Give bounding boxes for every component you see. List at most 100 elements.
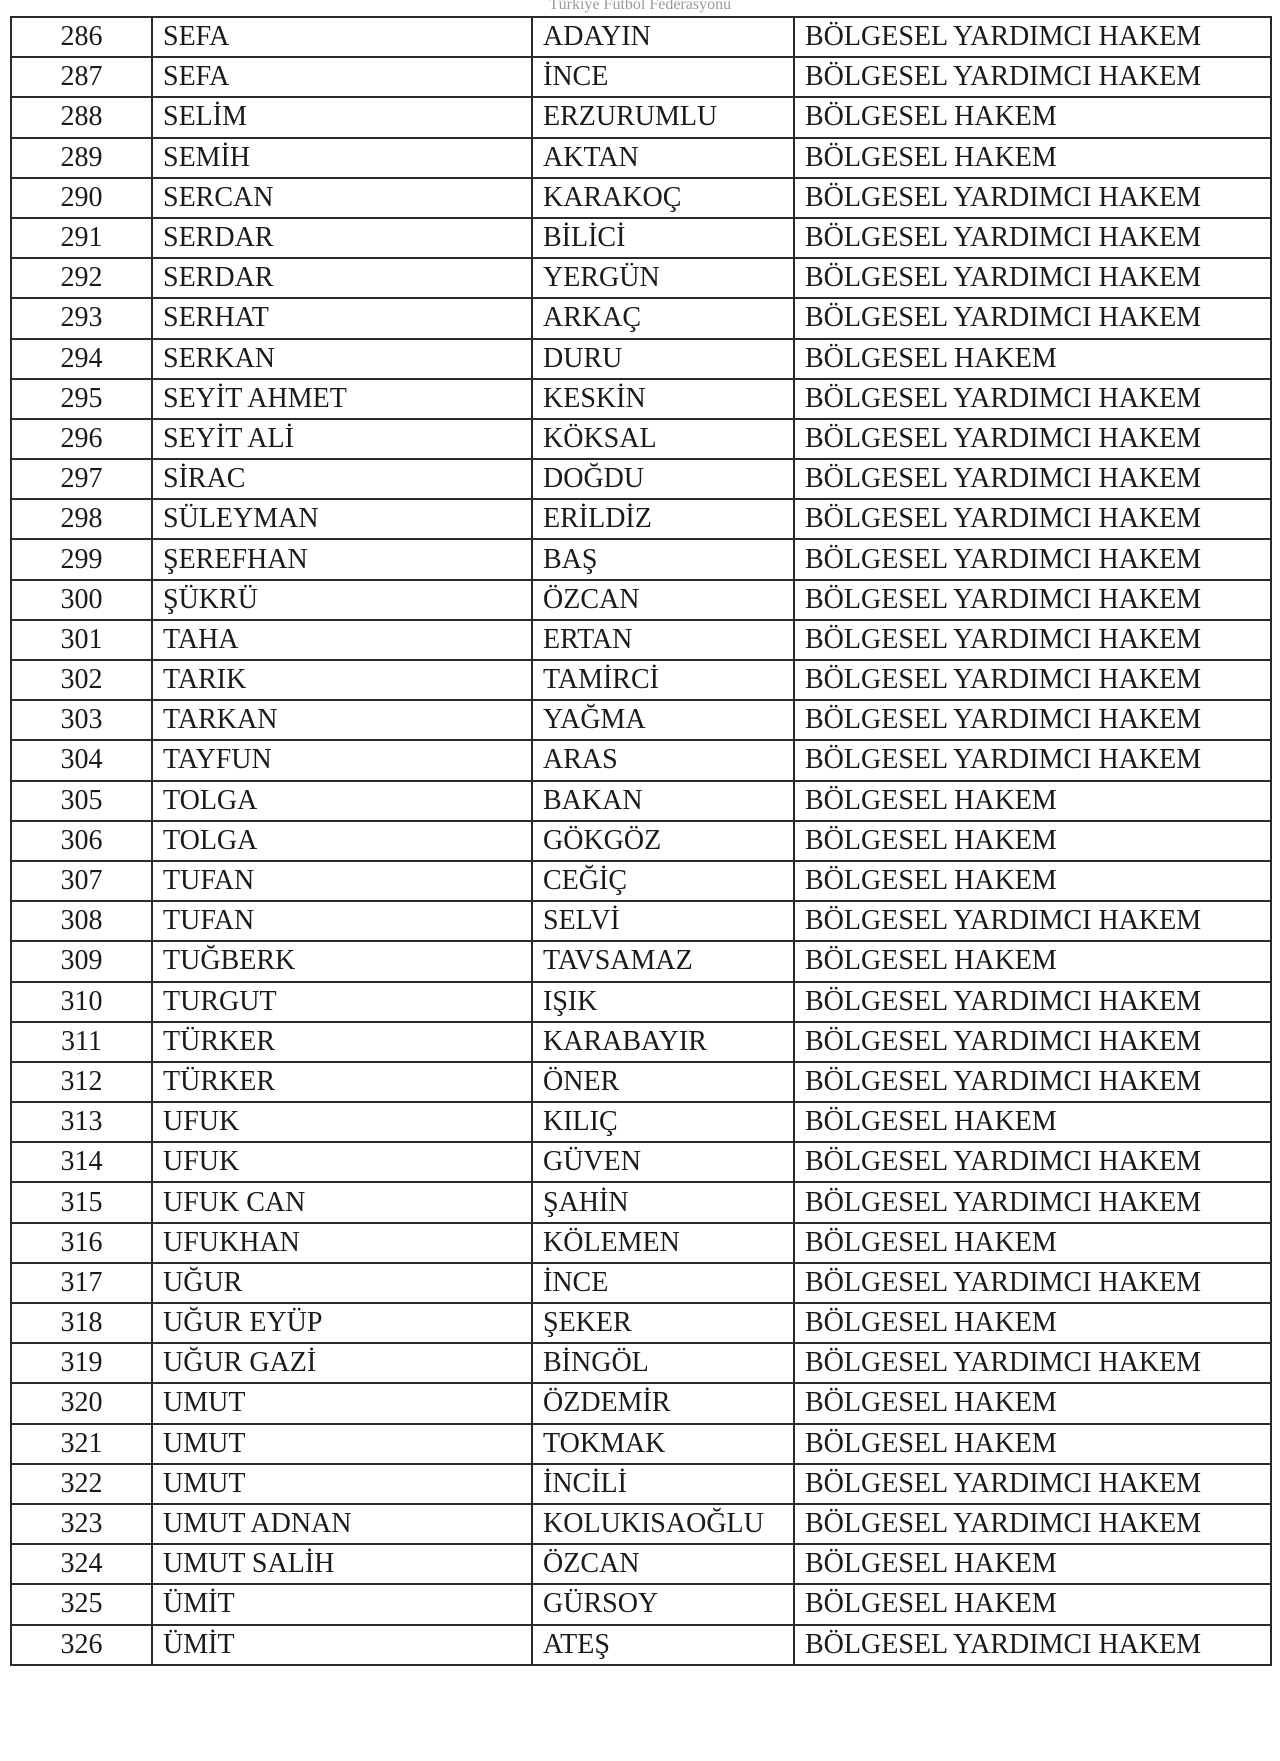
table-row: 296 SEYİT ALİ KÖKSAL BÖLGESEL YARDIMCI HAKE… [10,417,1272,461]
classification-cell: BÖLGESEL YARDIMCI HAKEM [793,297,1272,340]
last-name-cell: GÜRSOY [531,1583,795,1626]
row-number-cell: 299 [10,538,153,581]
first-name-cell: TOLGA [151,779,533,822]
classification-cell: BÖLGESEL HAKEM [793,1583,1272,1626]
row-number-cell: 290 [10,176,153,219]
row-number-cell: 292 [10,257,153,300]
classification-cell: BÖLGESEL YARDIMCI HAKEM [793,1261,1272,1305]
last-name-cell: GÜVEN [531,1141,795,1184]
row-number-cell: 300 [10,578,153,621]
table-row: 309 TUĞBERK TAVSAMAZ BÖLGESEL HAKEM [10,940,1272,983]
row-number-cell: 291 [10,216,153,260]
first-name-cell: TAHA [151,618,533,662]
classification-cell: BÖLGESEL YARDIMCI HAKEM [793,1623,1272,1666]
first-name-cell: UMUT [151,1382,533,1425]
last-name-cell: KARAKOÇ [531,176,795,219]
row-number-cell: 321 [10,1422,153,1465]
row-number-cell: 325 [10,1583,153,1626]
classification-cell: BÖLGESEL YARDIMCI HAKEM [793,699,1272,742]
first-name-cell: SEYİT ALİ [151,417,533,461]
row-number-cell: 295 [10,377,153,420]
last-name-cell: DOĞDU [531,458,795,501]
first-name-cell: ÜMİT [151,1583,533,1626]
row-number-cell: 323 [10,1502,153,1546]
row-number-cell: 288 [10,96,153,139]
first-name-cell: SERDAR [151,216,533,260]
first-name-cell: UFUKHAN [151,1221,533,1264]
classification-cell: BÖLGESEL HAKEM [793,819,1272,862]
last-name-cell: ERİLDİZ [531,498,795,541]
last-name-cell: ARAS [531,739,795,782]
row-number-cell: 287 [10,56,153,99]
first-name-cell: TOLGA [151,819,533,862]
first-name-cell: UĞUR EYÜP [151,1301,533,1345]
last-name-cell: BİLİCİ [531,216,795,260]
last-name-cell: KESKİN [531,377,795,420]
classification-cell: BÖLGESEL YARDIMCI HAKEM [793,578,1272,621]
table-row: 295 SEYİT AHMET KESKİN BÖLGESEL YARDIMCI HA… [10,377,1272,420]
last-name-cell: KILIÇ [531,1101,795,1144]
first-name-cell: UMUT [151,1422,533,1465]
table-row: 298 SÜLEYMAN ERİLDİZ BÖLGESEL YARDIMCI HAKE… [10,498,1272,541]
table-row: 325 ÜMİT GÜRSOY BÖLGESEL HAKEM [10,1583,1272,1626]
row-number-cell: 294 [10,337,153,380]
classification-cell: BÖLGESEL YARDIMCI HAKEM [793,658,1272,702]
row-number-cell: 305 [10,779,153,822]
row-number-cell: 302 [10,658,153,702]
last-name-cell: ÖNER [531,1060,795,1104]
first-name-cell: UMUT ADNAN [151,1502,533,1546]
last-name-cell: ADAYIN [531,15,795,59]
table-row: 294 SERKAN DURU BÖLGESEL HAKEM [10,337,1272,380]
last-name-cell: KÖLEMEN [531,1221,795,1264]
last-name-cell: KOLUKISAOĞLU [531,1502,795,1546]
classification-cell: BÖLGESEL HAKEM [793,859,1272,903]
last-name-cell: İNCE [531,1261,795,1305]
classification-cell: BÖLGESEL YARDIMCI HAKEM [793,1020,1272,1063]
classification-cell: BÖLGESEL YARDIMCI HAKEM [793,980,1272,1023]
classification-cell: BÖLGESEL YARDIMCI HAKEM [793,176,1272,219]
classification-cell: BÖLGESEL YARDIMCI HAKEM [793,1181,1272,1224]
table-row: 307 TUFAN CEĞİÇ BÖLGESEL HAKEM [10,859,1272,903]
last-name-cell: YERGÜN [531,257,795,300]
last-name-cell: BAKAN [531,779,795,822]
first-name-cell: TÜRKER [151,1020,533,1063]
row-number-cell: 326 [10,1623,153,1666]
last-name-cell: ARKAÇ [531,297,795,340]
last-name-cell: İNCİLİ [531,1462,795,1505]
first-name-cell: TARIK [151,658,533,702]
classification-cell: BÖLGESEL HAKEM [793,1382,1272,1425]
row-number-cell: 310 [10,980,153,1023]
row-number-cell: 313 [10,1101,153,1144]
table-row: 305 TOLGA BAKAN BÖLGESEL HAKEM [10,779,1272,822]
table-row: 288 SELİM ERZURUMLU BÖLGESEL HAKEM [10,96,1272,139]
classification-cell: BÖLGESEL YARDIMCI HAKEM [793,1342,1272,1385]
first-name-cell: UĞUR [151,1261,533,1305]
table-row: 317 UĞUR İNCE BÖLGESEL YARDIMCI HAKEM [10,1261,1272,1305]
row-number-cell: 304 [10,739,153,782]
first-name-cell: UMUT SALİH [151,1543,533,1586]
last-name-cell: AKTAN [531,136,795,179]
table-row: 287 SEFA İNCE BÖLGESEL YARDIMCI HAKEM [10,56,1272,99]
table-row: 292 SERDAR YERGÜN BÖLGESEL YARDIMCI HAKEM [10,257,1272,300]
table-row: 306 TOLGA GÖKGÖZ BÖLGESEL HAKEM [10,819,1272,862]
table-row: 315 UFUK CAN ŞAHİN BÖLGESEL YARDIMCI HAKEM [10,1181,1272,1224]
classification-cell: BÖLGESEL YARDIMCI HAKEM [793,1502,1272,1546]
last-name-cell: KARABAYIR [531,1020,795,1063]
row-number-cell: 318 [10,1301,153,1345]
row-number-cell: 306 [10,819,153,862]
row-number-cell: 289 [10,136,153,179]
row-number-cell: 314 [10,1141,153,1184]
table-row: 286 SEFA ADAYIN BÖLGESEL YARDIMCI HAKEM [10,15,1272,59]
table-row: 312 TÜRKER ÖNER BÖLGESEL YARDIMCI HAKEM [10,1060,1272,1104]
last-name-cell: ÖZCAN [531,1543,795,1586]
last-name-cell: GÖKGÖZ [531,819,795,862]
classification-cell: BÖLGESEL YARDIMCI HAKEM [793,216,1272,260]
referee-table: 286 SEFA ADAYIN BÖLGESEL YARDIMCI HAKEM 287 S… [10,15,1272,1666]
classification-cell: BÖLGESEL YARDIMCI HAKEM [793,56,1272,99]
first-name-cell: TUFAN [151,859,533,903]
table-row: 290 SERCAN KARAKOÇ BÖLGESEL YARDIMCI HAKEM [10,176,1272,219]
row-number-cell: 319 [10,1342,153,1385]
last-name-cell: IŞIK [531,980,795,1023]
classification-cell: BÖLGESEL HAKEM [793,1422,1272,1465]
row-number-cell: 307 [10,859,153,903]
